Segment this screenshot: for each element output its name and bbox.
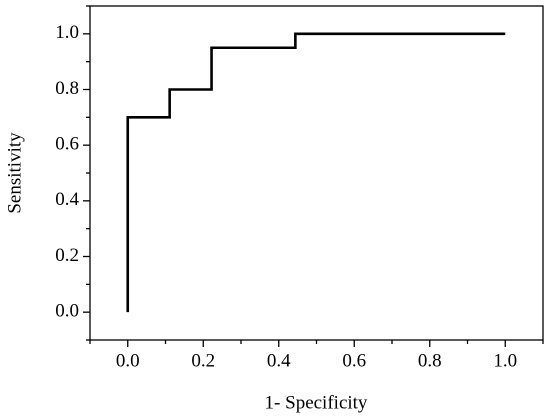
plot-frame	[89, 5, 544, 341]
y-tick-label: 0.0	[55, 301, 79, 322]
y-tick-label: 1.0	[55, 22, 79, 43]
x-tick-label: 0.4	[267, 350, 291, 371]
y-tick-label: 0.2	[55, 245, 79, 266]
y-tick-label: 0.8	[55, 78, 79, 99]
x-tick-label: 0.8	[418, 350, 442, 371]
y-tick-label: 0.4	[55, 189, 79, 210]
roc-line	[126, 32, 506, 313]
x-tick-label: 0.6	[342, 350, 366, 371]
x-tick-label: 0.2	[191, 350, 215, 371]
y-axis-label: Sensitivity	[4, 132, 25, 214]
x-tick-label: 1.0	[493, 350, 517, 371]
y-tick-label: 0.6	[55, 134, 79, 155]
x-tick-label: 0.0	[116, 350, 140, 371]
x-axis-label: 1- Specificity	[265, 392, 368, 413]
